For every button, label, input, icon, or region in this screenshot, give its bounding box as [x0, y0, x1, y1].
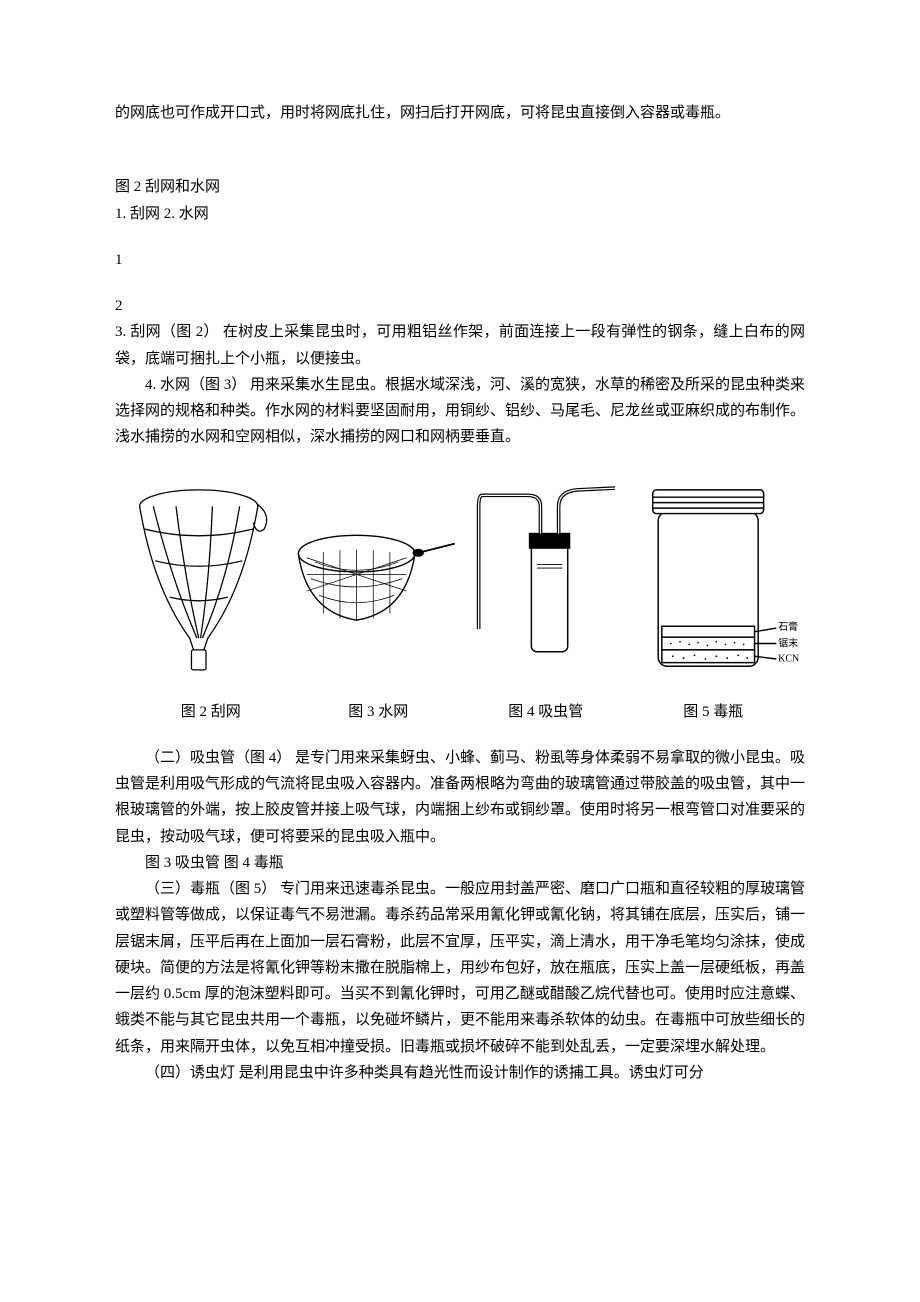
paragraph-4: 4. 水网（图 3） 用来采集水生昆虫。根据水域深浅，河、溪的宽狭，水草的稀密及… — [115, 372, 805, 451]
jar-label-sawdust: 锯末 — [778, 636, 798, 649]
paragraph-5: （二）吸虫管（图 4） 是专门用来采集蚜虫、小蜂、蓟马、粉虱等身体柔弱不易拿取的… — [115, 745, 805, 850]
spacer — [115, 227, 805, 247]
aspirator-icon — [475, 479, 620, 679]
label-1: 1 — [115, 247, 805, 273]
scrape-net-icon — [126, 479, 271, 679]
paragraph-3: 3. 刮网（图 2） 在树皮上采集昆虫时，可用粗铝丝作架，前面连接上一段有弹性的… — [115, 319, 805, 372]
poison-jar-icon: 石膏 锯末 KCN — [640, 479, 804, 679]
caption-fig2: 图 2 刮网 — [127, 699, 295, 725]
caption-fig2-sub: 1. 刮网 2. 水网 — [115, 201, 805, 227]
figure-row: 石膏 锯末 KCN — [115, 479, 805, 679]
water-net-icon — [290, 512, 457, 645]
caption-fig5: 图 5 毒瓶 — [630, 699, 798, 725]
caption-fig3: 图 3 水网 — [295, 699, 463, 725]
caption-fig4: 图 4 吸虫管 — [462, 699, 630, 725]
paragraph-5b: 图 3 吸虫管 图 4 毒瓶 — [115, 850, 805, 876]
paragraph-top: 的网底也可作成开口式，用时将网底扎住，网扫后打开网底，可将昆虫直接倒入容器或毒瓶… — [115, 100, 805, 126]
paragraph-6: （三）毒瓶（图 5） 专门用来迅速毒杀昆虫。一般应用封盖严密、磨口广口瓶和直径较… — [115, 876, 805, 1060]
spacer — [115, 126, 805, 174]
label-2: 2 — [115, 293, 805, 319]
caption-fig2-combined: 图 2 刮网和水网 — [115, 174, 805, 200]
figure-aspirator — [464, 479, 631, 679]
caption-row: 图 2 刮网 图 3 水网 图 4 吸虫管 图 5 毒瓶 — [115, 687, 805, 745]
jar-label-kcn: KCN — [778, 653, 799, 664]
figure-poison-jar: 石膏 锯末 KCN — [639, 479, 806, 679]
figure-scrape-net — [115, 479, 282, 679]
paragraph-7: （四）诱虫灯 是利用昆虫中许多种类具有趋光性而设计制作的诱捕工具。诱虫灯可分 — [115, 1060, 805, 1086]
jar-label-gypsum: 石膏 — [778, 619, 798, 632]
figure-water-net — [290, 479, 457, 679]
spacer — [115, 273, 805, 293]
